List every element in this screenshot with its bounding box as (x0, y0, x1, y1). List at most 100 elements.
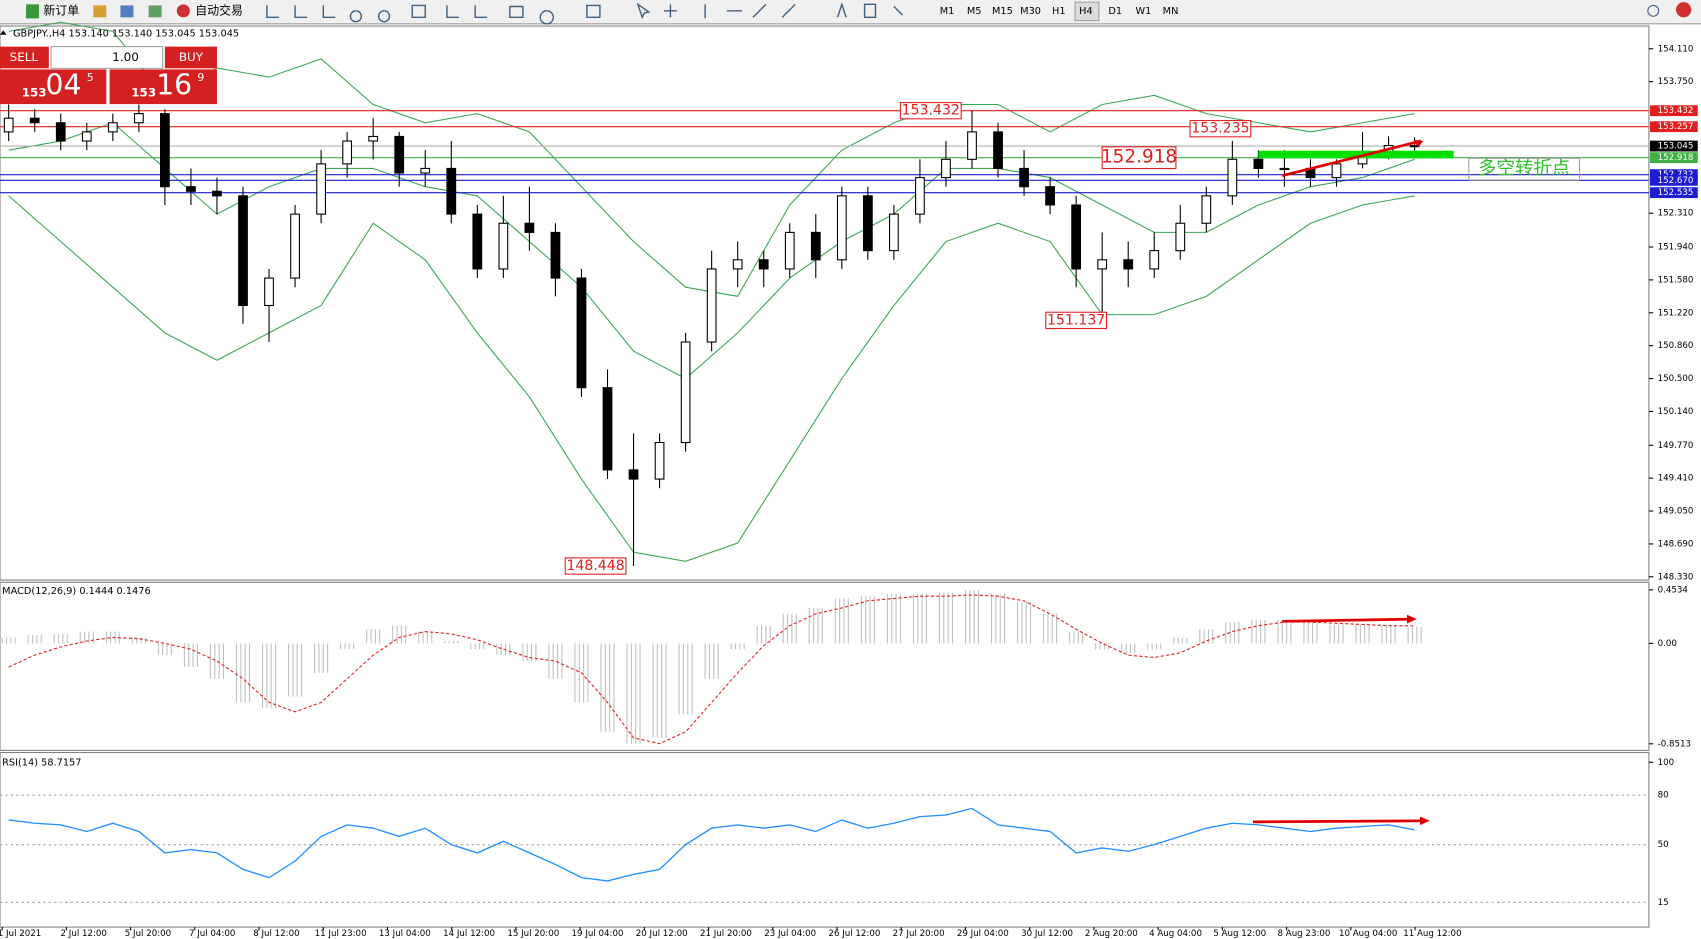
candle-body (1045, 186, 1055, 206)
candle-body (550, 231, 561, 279)
y-tick-label: -0.8513 (1658, 739, 1691, 749)
timeframe-button[interactable]: H1 (1052, 6, 1066, 17)
price-annotation: 153.432 (902, 103, 960, 119)
y-tick-label: 149.770 (1658, 441, 1694, 451)
price-level-tag (1650, 169, 1698, 181)
price-level-tag (1650, 187, 1698, 199)
main-chart-panel (0, 25, 1650, 581)
price-level-tag (1650, 121, 1698, 133)
x-tick-label: 13 Jul 04:00 (379, 929, 431, 939)
main-chart: 154.110 153.750 152.310 151.940 151.580 151.2… (0, 21, 1698, 582)
sell-button[interactable] (0, 46, 49, 69)
candle-body (784, 231, 795, 270)
candle-body (107, 122, 118, 133)
sell-price-box[interactable] (0, 69, 107, 105)
buy-price-big: 153 (131, 86, 156, 100)
y-tick-label: 150.500 (1658, 374, 1694, 384)
candle-body (732, 259, 743, 270)
buy-button[interactable] (164, 46, 217, 69)
price-annotation-box (899, 102, 962, 120)
auto-trade-button[interactable]: 自动交易 (195, 3, 243, 17)
x-tick-label: 2 Jul 12:00 (61, 929, 107, 939)
timeframe-button[interactable]: M5 (967, 6, 982, 17)
candle-body (680, 341, 691, 444)
timeframe-button[interactable]: W1 (1135, 6, 1151, 17)
candle-body (133, 113, 144, 124)
rsi-arrow (1252, 819, 1422, 824)
tool-icon[interactable] (120, 5, 134, 18)
tool-icon[interactable] (93, 5, 107, 18)
notification-badge[interactable] (1676, 2, 1692, 18)
x-tick-label: 8 Aug 23:00 (1278, 929, 1331, 939)
lots-input[interactable] (50, 46, 164, 69)
buy-price-box[interactable] (109, 69, 217, 105)
macd-title: MACD(12,26,9) 0.1444 0.1476 (2, 586, 151, 597)
price-annotation-box (1045, 311, 1108, 330)
lots-value[interactable]: 1.00 (112, 50, 139, 64)
candle-body (1227, 158, 1238, 197)
candle-body (55, 122, 66, 142)
candle-body (316, 163, 326, 215)
timeframe-button[interactable]: M30 (1020, 6, 1041, 17)
candle-body (810, 231, 821, 261)
active-timeframe[interactable] (1074, 1, 1100, 22)
timeframe-button[interactable]: H4 (1079, 6, 1093, 17)
rsi-chart: 100 80 50 15 (0, 758, 1674, 908)
y-tick-label: 151.220 (1658, 308, 1694, 318)
candle-body (862, 195, 873, 252)
y-tick-label: 149.410 (1658, 474, 1694, 484)
trade-panel: SELL 1.00 BUY 153 04 5 153 16 9 (0, 46, 217, 105)
tool-icons (266, 2, 904, 25)
arrow-head (1413, 139, 1424, 148)
timeframe-button[interactable]: M15 (992, 6, 1013, 17)
sell-price-main: 04 (46, 69, 82, 102)
x-tick-label: 11 Jul 23:00 (315, 929, 367, 939)
x-tick-label: 5 Jul 20:00 (125, 929, 171, 939)
timeframe-button[interactable]: M1 (940, 6, 955, 17)
timeframes: M1 M5 M15 M30 H1 H4 D1 W1 MN (940, 1, 1179, 22)
timeframe-button[interactable]: D1 (1108, 6, 1122, 17)
y-tick-label: 148.330 (1658, 572, 1694, 582)
x-tick-label: 1 Jul 2021 (0, 929, 41, 939)
buy-label[interactable]: BUY (179, 50, 204, 64)
candle-body (524, 222, 535, 233)
arrow-head (1407, 614, 1417, 624)
price-level-label: 152.535 (1658, 188, 1694, 198)
candle-body (1097, 259, 1108, 270)
timeframe-button[interactable]: MN (1163, 6, 1179, 17)
sell-price-big: 153 (22, 86, 47, 100)
note-text: 多空转折点 (1478, 158, 1570, 179)
candle-body (342, 140, 353, 165)
candle-body (81, 131, 92, 142)
price-annotation-box (564, 557, 627, 575)
candle-body (1149, 250, 1160, 270)
x-tick-label: 15 Jul 20:00 (507, 929, 559, 939)
tool-icon[interactable] (148, 5, 162, 18)
search-icon[interactable] (1647, 4, 1660, 17)
price-level-tag (1650, 105, 1698, 117)
price-level-label: 153.257 (1658, 122, 1694, 132)
new-order-icon[interactable] (26, 4, 40, 19)
price-level-tag (1650, 140, 1698, 152)
new-order-button[interactable]: 新订单 (43, 3, 79, 17)
y-tick-label: 100 (1658, 758, 1675, 768)
x-tick-label: 27 Jul 20:00 (893, 929, 945, 939)
price-level-tag (1650, 174, 1698, 186)
x-tick-label: 23 Jul 04:00 (764, 929, 816, 939)
y-tick-label: 153.750 (1658, 77, 1694, 87)
candle-body (3, 117, 14, 133)
x-tick-label: 19 Jul 04:00 (572, 929, 624, 939)
macd-chart: 0.4534 0.00 -0.8513 (1, 585, 1691, 749)
auto-trade-icon[interactable] (176, 4, 190, 18)
candle-body (967, 131, 977, 160)
x-tick-label: 21 Jul 20:00 (700, 929, 752, 939)
sell-label[interactable]: SELL (10, 50, 39, 64)
candle-body (446, 167, 457, 215)
y-tick-label: 150.140 (1658, 407, 1694, 417)
x-tick-label: 5 Aug 12:00 (1213, 929, 1266, 939)
y-tick-label: 80 (1658, 791, 1669, 801)
toolbar (0, 0, 1701, 24)
chart-title: GBPJPY.,H4 153.140 153.140 153.045 153.0… (13, 29, 239, 40)
